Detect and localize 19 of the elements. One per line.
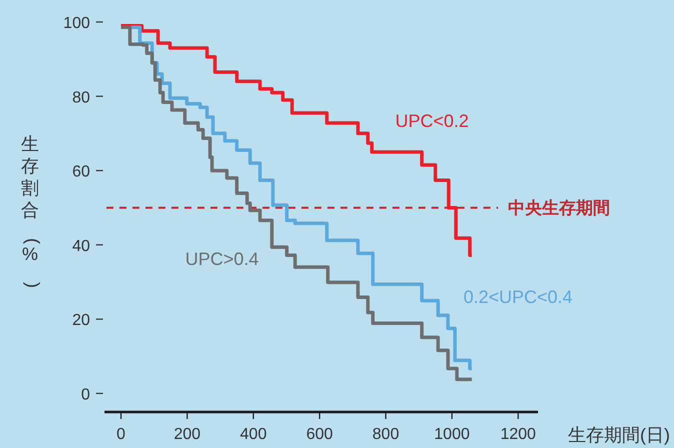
series-label: 0.2<UPC<0.4 bbox=[463, 287, 573, 307]
x-tick-label: 400 bbox=[240, 426, 267, 443]
y-axis-title: 生存割合(%) bbox=[21, 134, 43, 288]
x-tick-label: 1200 bbox=[500, 426, 536, 443]
y-tick-label: 20 bbox=[72, 312, 90, 330]
y-tick-label: 100 bbox=[63, 15, 90, 32]
y-tick-label: 40 bbox=[72, 238, 90, 255]
x-tick-label: 600 bbox=[306, 426, 334, 443]
x-tick-label: 0 bbox=[116, 426, 126, 443]
ref-line-label: 中央生存期間 bbox=[508, 198, 610, 218]
x-tick-label: 800 bbox=[372, 426, 400, 443]
y-tick-label: 80 bbox=[72, 89, 90, 106]
x-tick-label: 200 bbox=[174, 426, 201, 443]
y-tick-label: 0 bbox=[81, 386, 90, 404]
x-tick-label: 1000 bbox=[434, 426, 470, 443]
series-label: UPC<0.2 bbox=[395, 111, 469, 131]
x-axis-title: 生存期間(日) bbox=[568, 425, 670, 445]
y-tick-label: 60 bbox=[72, 164, 90, 181]
series-label: UPC>0.4 bbox=[185, 249, 259, 269]
